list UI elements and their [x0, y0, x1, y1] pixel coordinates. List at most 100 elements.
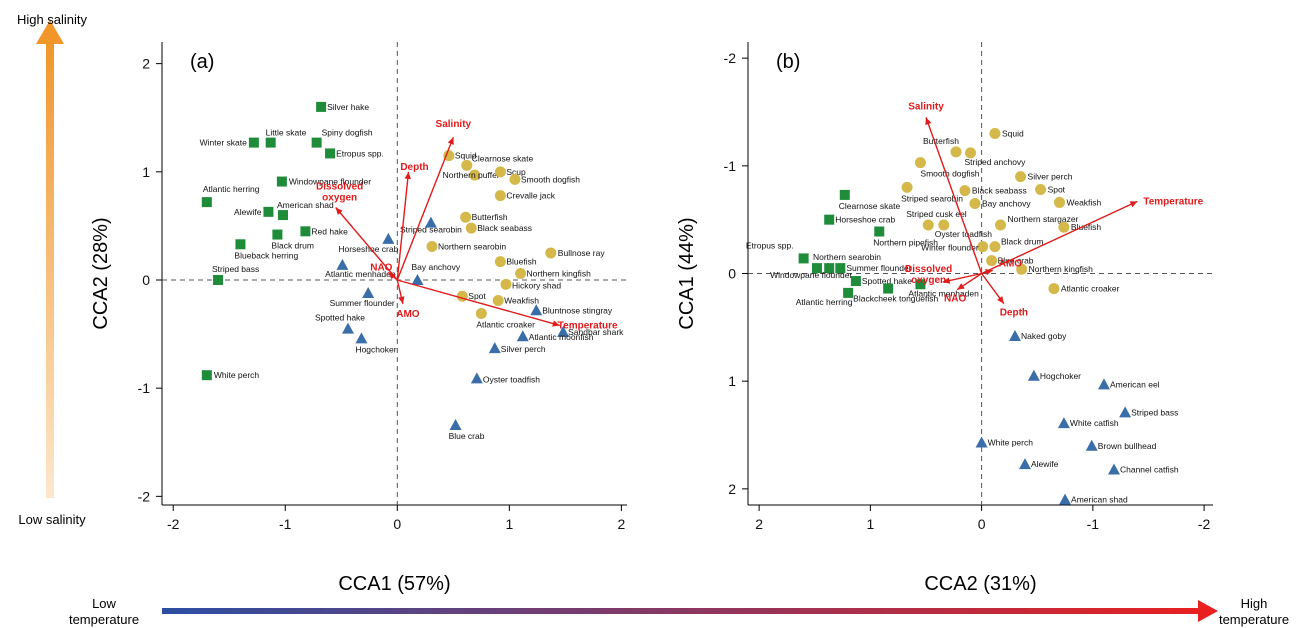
high-salinity-label: High salinity	[17, 12, 88, 27]
panel-a-point-label-striped-bass: Striped bass	[212, 264, 259, 274]
panel-a-triangle-blue-crab	[449, 418, 462, 430]
panel-a-vector-head-amo	[398, 296, 405, 304]
panel-a-point-label-blueback-herring: Blueback herring	[234, 250, 298, 260]
panel-a-vector-label-dissolved-oxygen-2: oxygen	[322, 193, 357, 204]
panel-b-point-label-northern-pipefish: Northern pipefish	[873, 238, 938, 248]
panel-a-point-label-atlantic-menhaden: Atlantic menhaden	[325, 269, 396, 279]
panel-b-point-label-blue-crab: Blue crab	[998, 256, 1034, 266]
panel-b-square-atlantic-herring	[843, 287, 854, 298]
panel-b-square-clearnose-skate	[839, 189, 850, 200]
high-temperature-label-line1: High	[1241, 596, 1268, 611]
panel-a-chart: -2 -1 0 1 2 -2 -1 0 1 2 CCA1 (57%) CCA2 (28%) (a) Sil…	[90, 42, 627, 595]
panel-a-vector-label-amo: AMO	[396, 309, 420, 320]
panel-b-point-label-smooth-dogfish: Smooth dogfish	[920, 169, 979, 179]
panel-a-point-label-spotted-hake: Spotted hake	[315, 313, 365, 323]
panel-a-x-tick-label: -2	[167, 516, 180, 532]
panel-a-y-tick-label: 0	[142, 272, 150, 288]
panel-a-point-label-silver-hake: Silver hake	[327, 102, 369, 112]
panel-a-point-label-american-shad: American shad	[277, 200, 334, 210]
panel-b-x-axis-title: CCA2 (31%)	[924, 573, 1036, 595]
panel-b-square-northern-searobin	[811, 263, 822, 274]
panel-a-point-label-hickory-shad: Hickory shad	[512, 280, 561, 290]
panel-a-vector-label-depth: Depth	[400, 162, 428, 173]
panel-a-point-label-summer-flounder: Summer flounder	[330, 298, 395, 308]
panel-a-vector-label-temperature: Temperature	[558, 320, 618, 331]
panel-a-circle-northern-puffer	[469, 169, 481, 181]
panel-a-x-tick-label: 2	[617, 516, 625, 532]
panel-b-triangle-striped-bass	[1119, 406, 1132, 418]
panel-a-point-label-bullnose-ray: Bullnose ray	[558, 248, 606, 258]
panel-b-vector-head-salinity	[925, 117, 932, 126]
panel-b-x-tick-label: 1	[866, 516, 874, 532]
panel-a-vector-head-salinity	[447, 137, 454, 145]
panel-b-circle-black-seabass	[959, 185, 971, 197]
temperature-arrow-shaft	[162, 608, 1202, 614]
panel-b-x-tick-label: -1	[1087, 516, 1100, 532]
panel-b-point-label-american-eel: American eel	[1110, 379, 1160, 389]
panel-a-point-label-atlantic-moonfish: Atlantic moonfish	[529, 332, 594, 342]
panel-b-vector-label-dissolved-oxygen-1: Dissolved	[905, 264, 952, 275]
panel-b-square-summer-flounder	[835, 263, 846, 274]
panel-b-vector-label-salinity: Salinity	[908, 101, 944, 112]
panel-b-square-blackcheek-tonguefish	[883, 283, 894, 294]
panel-b-square-northern-pipefish	[874, 226, 885, 237]
panel-a-circle-atlantic-croaker	[475, 308, 487, 320]
panel-a-point-label-northern-puffer: Northern puffer	[443, 170, 500, 180]
panel-a-circle-crevalle-jack	[494, 190, 506, 202]
panel-a-triangle-oyster-toadfish	[470, 372, 483, 384]
panel-b-circle-winter-flounder	[977, 241, 989, 253]
salinity-arrow	[36, 20, 64, 498]
panel-b-chart: 2 1 0 -1 -2 -2 -1 0 1 2 CCA2 (31%) CCA1 (44%) (b) Cle…	[676, 42, 1213, 595]
low-temperature-label-line2: temperature	[69, 612, 139, 627]
salinity-arrow-shaft	[46, 40, 54, 498]
panel-a-vector-temperature	[397, 279, 560, 327]
panel-b-circle-black-drum	[989, 241, 1001, 253]
panel-a-circle-northern-kingfish	[515, 268, 527, 279]
panel-b-square-atlantic-menhaden	[915, 279, 926, 290]
panel-a-vector-head-dissolved-oxygen	[335, 207, 343, 215]
panel-b-point-label-spotted-hake: Spotted hake	[862, 276, 912, 286]
panel-b-point-label-winter-flounder: Winter flounder	[921, 243, 979, 253]
panel-b-point-label-striped-anchovy: Striped anchovy	[964, 157, 1026, 167]
panel-b-vector-head-depth	[997, 296, 1004, 304]
salinity-arrow-head	[36, 20, 64, 44]
panel-a-triangle-spotted-hake	[342, 322, 354, 334]
panel-b-point-label-northern-kingfish: Northern kingfish	[1029, 264, 1094, 274]
panel-a-square-red-hake	[300, 226, 311, 237]
panel-a-triangle-atlantic-moonfish	[516, 330, 529, 342]
panel-a-point-label-striped-searobin: Striped searobin	[400, 225, 462, 235]
panel-b-y-axis-title: CCA1 (44%)	[676, 217, 698, 329]
panel-b-point-label-northern-searobin: Northern searobin	[813, 252, 881, 262]
panel-a-point-label-squid: Squid	[455, 151, 477, 161]
panel-a-square-etropus-spp	[325, 148, 336, 159]
panel-a-square-striped-bass	[213, 274, 224, 285]
panel-a-point-label-clearnose-skate: Clearnose skate	[472, 153, 534, 163]
panel-b-point-label-bluefish: Bluefish	[1071, 222, 1102, 232]
panel-b-circle-striped-cusk-eel	[922, 219, 934, 231]
panel-b-triangle-alewife	[1018, 458, 1031, 470]
panel-b-point-label-windowpane-flounder: Windowpane flounder	[770, 270, 852, 280]
panel-b-vector-head-dissolved-oxygen	[942, 277, 951, 284]
panel-a-point-label-black-seabass: Black seabass	[477, 223, 532, 233]
panel-a-square-white-perch	[201, 370, 212, 381]
panel-a-square-windowpane-flounder	[276, 176, 287, 187]
panel-b-point-label-brown-bullhead: Brown bullhead	[1098, 441, 1157, 451]
panel-a-point-label-butterfish: Butterfish	[472, 212, 508, 222]
panel-b-circle-striped-anchovy	[964, 147, 976, 159]
high-temperature-label-line2: temperature	[1219, 612, 1289, 627]
panel-b-point-label-horseshoe-crab: Horseshoe crab	[835, 215, 895, 225]
panel-a-vector-dissolved-oxygen	[335, 207, 398, 281]
panel-b-triangle-white-catfish	[1057, 417, 1070, 429]
panel-b-circle-northern-kingfish	[1016, 263, 1028, 275]
panel-b-point-label-american-shad: American shad	[1071, 495, 1128, 505]
panel-a-point-label-sandbar-shark: Sandbar shark	[568, 327, 624, 337]
panel-a-x-tick-label: -1	[279, 516, 292, 532]
panel-a-vector-salinity	[396, 136, 454, 281]
panel-b-x-tick-label: 0	[978, 516, 986, 532]
panel-b-point-label-alewife: Alewife	[1031, 459, 1059, 469]
panel-a-x-tick-label: 0	[393, 516, 401, 532]
panel-a-triangle-hogchoker	[355, 332, 368, 344]
panel-b-vector-label-dissolved-oxygen-2: oxygen	[911, 275, 946, 286]
panel-b-circle-striped-searobin	[901, 181, 913, 193]
